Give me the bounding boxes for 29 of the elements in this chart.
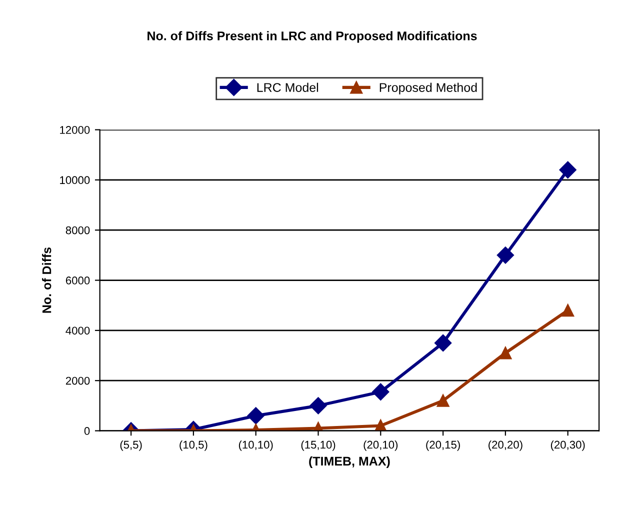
y-tick-label: 10000 [60, 176, 90, 184]
y-tick-label: 8000 [66, 226, 90, 234]
x-tick-label: (15,10) [301, 440, 336, 451]
point [499, 346, 512, 360]
point [310, 397, 327, 414]
x-axis-title: (TIMEB, MAX) [309, 456, 390, 468]
y-tick-label: 4000 [66, 326, 90, 335]
x-tick-label: (10,10) [238, 440, 273, 451]
x-tick-label: (10,5) [180, 440, 208, 451]
legend-label: LRC Model [257, 82, 318, 92]
point [562, 304, 574, 317]
y-axis-title: No. of Diffs [42, 247, 52, 313]
point [247, 407, 264, 424]
y-tick-label: 12000 [60, 126, 90, 134]
point [372, 383, 390, 400]
chart-title: No. of Diffs Present in LRC and Proposed Modifications [148, 31, 477, 43]
x-tick-label: (20,30) [550, 440, 585, 451]
x-tick-label: (20,20) [488, 440, 522, 451]
point [496, 246, 514, 264]
x-tick-label: (5,5) [120, 440, 142, 451]
y-tick-label: 0 [84, 427, 90, 435]
y-tick-label: 6000 [66, 276, 90, 284]
x-tick-label: (20,15) [426, 440, 460, 451]
legend-label: Proposed Method [380, 82, 477, 94]
point [436, 394, 450, 407]
y-tick-label: 2000 [66, 376, 90, 385]
point [434, 334, 452, 352]
x-tick-label: (20,10) [364, 440, 398, 451]
point [559, 161, 576, 178]
